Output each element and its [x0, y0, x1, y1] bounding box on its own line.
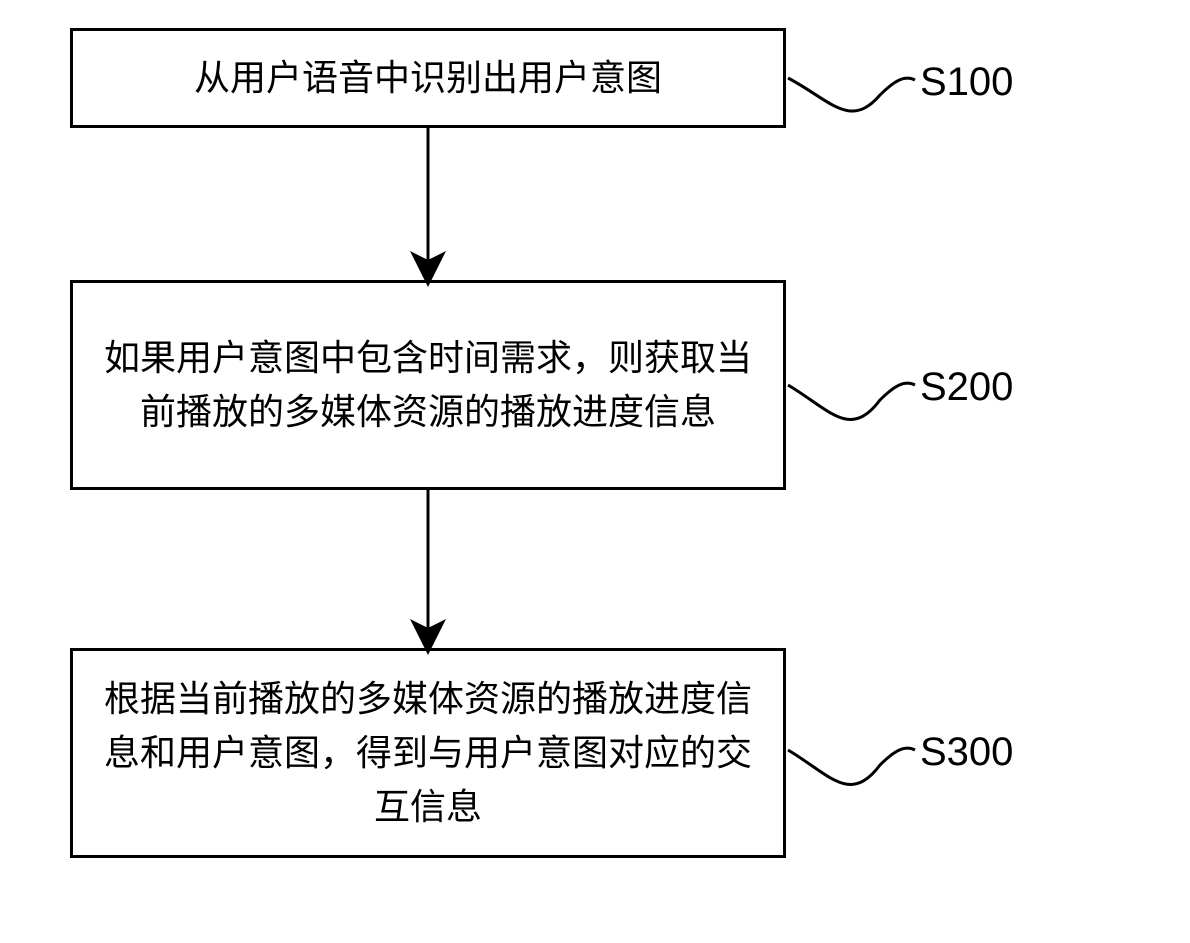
flowchart-canvas: 从用户语音中识别出用户意图 S100 如果用户意图中包含时间需求，则获取当前播放…	[0, 0, 1190, 943]
label-connector-s300	[0, 0, 1190, 943]
